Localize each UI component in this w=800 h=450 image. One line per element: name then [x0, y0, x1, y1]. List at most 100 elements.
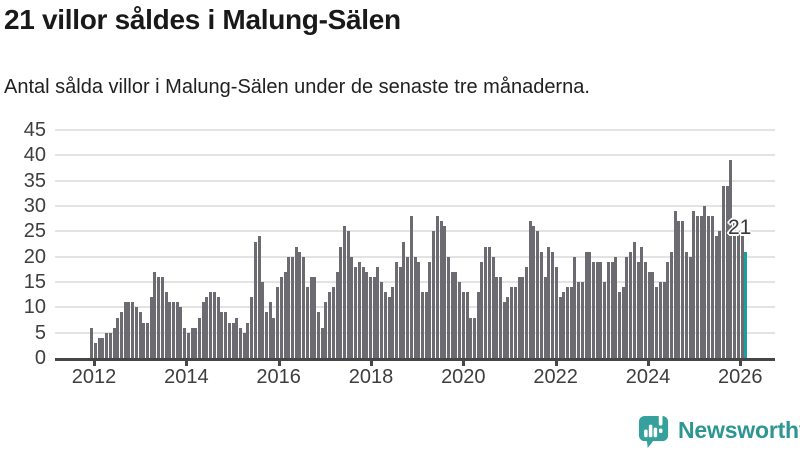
bar — [331, 287, 335, 358]
bar — [577, 282, 581, 358]
bar — [313, 276, 317, 358]
bar — [588, 251, 592, 358]
bar — [729, 160, 733, 358]
bar — [584, 251, 588, 358]
bar — [562, 292, 566, 358]
bar — [703, 206, 707, 358]
bar — [90, 327, 94, 358]
bar — [681, 221, 685, 358]
bar — [658, 282, 662, 358]
newsworthy-logo[interactable]: Newsworthy — [638, 412, 800, 449]
bar — [142, 322, 146, 358]
bar — [517, 276, 521, 358]
y-tick-label: 25 — [23, 220, 46, 243]
bar — [339, 246, 343, 358]
bar — [710, 216, 714, 358]
bar — [499, 276, 503, 358]
bar — [435, 216, 439, 358]
bar — [428, 261, 432, 358]
bar — [120, 312, 124, 358]
bar — [276, 287, 280, 358]
bar — [105, 332, 109, 358]
bar — [149, 297, 153, 358]
bar — [294, 246, 298, 358]
bar — [733, 221, 737, 358]
bar — [506, 297, 510, 358]
bar — [413, 256, 417, 358]
bar — [216, 297, 220, 358]
bar — [116, 317, 120, 358]
bar — [298, 251, 302, 358]
bar — [402, 241, 406, 358]
bar — [417, 261, 421, 358]
bar — [487, 246, 491, 358]
gridline — [55, 205, 775, 207]
bar — [528, 221, 532, 358]
bar — [198, 317, 202, 358]
bar — [677, 221, 681, 358]
y-tick-label: 5 — [34, 321, 46, 344]
x-tick-label: 2026 — [718, 366, 763, 388]
x-axis-tick — [185, 359, 189, 366]
bar — [684, 251, 688, 358]
bar — [290, 256, 294, 358]
bar — [227, 322, 231, 358]
bar — [246, 322, 250, 358]
x-axis-tick — [739, 359, 743, 366]
gridline — [55, 129, 775, 131]
bar — [350, 256, 354, 358]
bar — [342, 226, 346, 358]
bar — [543, 276, 547, 358]
bar — [569, 287, 573, 358]
bar — [629, 251, 633, 358]
bar — [395, 261, 398, 358]
x-axis-tick — [277, 359, 281, 366]
bar — [157, 276, 161, 358]
bar — [473, 317, 477, 358]
bar — [264, 312, 268, 358]
x-tick-label: 2012 — [71, 366, 117, 388]
bar — [558, 297, 562, 358]
bar — [268, 302, 272, 358]
y-tick-label: 40 — [23, 144, 46, 167]
x-axis-tick — [93, 359, 96, 366]
bar — [328, 292, 332, 358]
bar — [194, 327, 198, 358]
bar — [231, 322, 235, 358]
bar — [421, 292, 425, 358]
bar — [547, 246, 551, 358]
bar — [450, 271, 454, 358]
bar — [621, 287, 625, 358]
bar — [513, 287, 517, 358]
bar — [722, 185, 725, 358]
bar — [439, 221, 443, 358]
gridline — [55, 255, 775, 258]
bar — [409, 216, 413, 358]
bar — [502, 302, 506, 358]
bar — [368, 276, 372, 358]
bar — [610, 261, 614, 358]
bar — [476, 292, 480, 358]
bar — [172, 302, 176, 358]
bar — [272, 317, 276, 358]
bar — [320, 327, 324, 358]
bar — [443, 226, 447, 358]
bar — [354, 266, 358, 358]
y-axis-labels: 0 5 10 15 20 25 30 35 40 45 — [0, 0, 46, 450]
bar — [647, 271, 651, 358]
bar — [220, 312, 224, 358]
bar — [108, 332, 112, 358]
bar — [495, 276, 499, 358]
bar — [632, 241, 636, 358]
bar — [387, 297, 391, 358]
gridline — [55, 179, 775, 182]
bar — [101, 337, 105, 358]
bar — [469, 317, 473, 358]
bar — [465, 292, 469, 358]
chart-title: 21 villor såldes i Malung-Sälen — [4, 4, 401, 35]
y-tick-label: 45 — [23, 119, 46, 141]
bar — [565, 287, 569, 358]
x-axis-line — [55, 358, 775, 361]
bar — [669, 251, 673, 358]
